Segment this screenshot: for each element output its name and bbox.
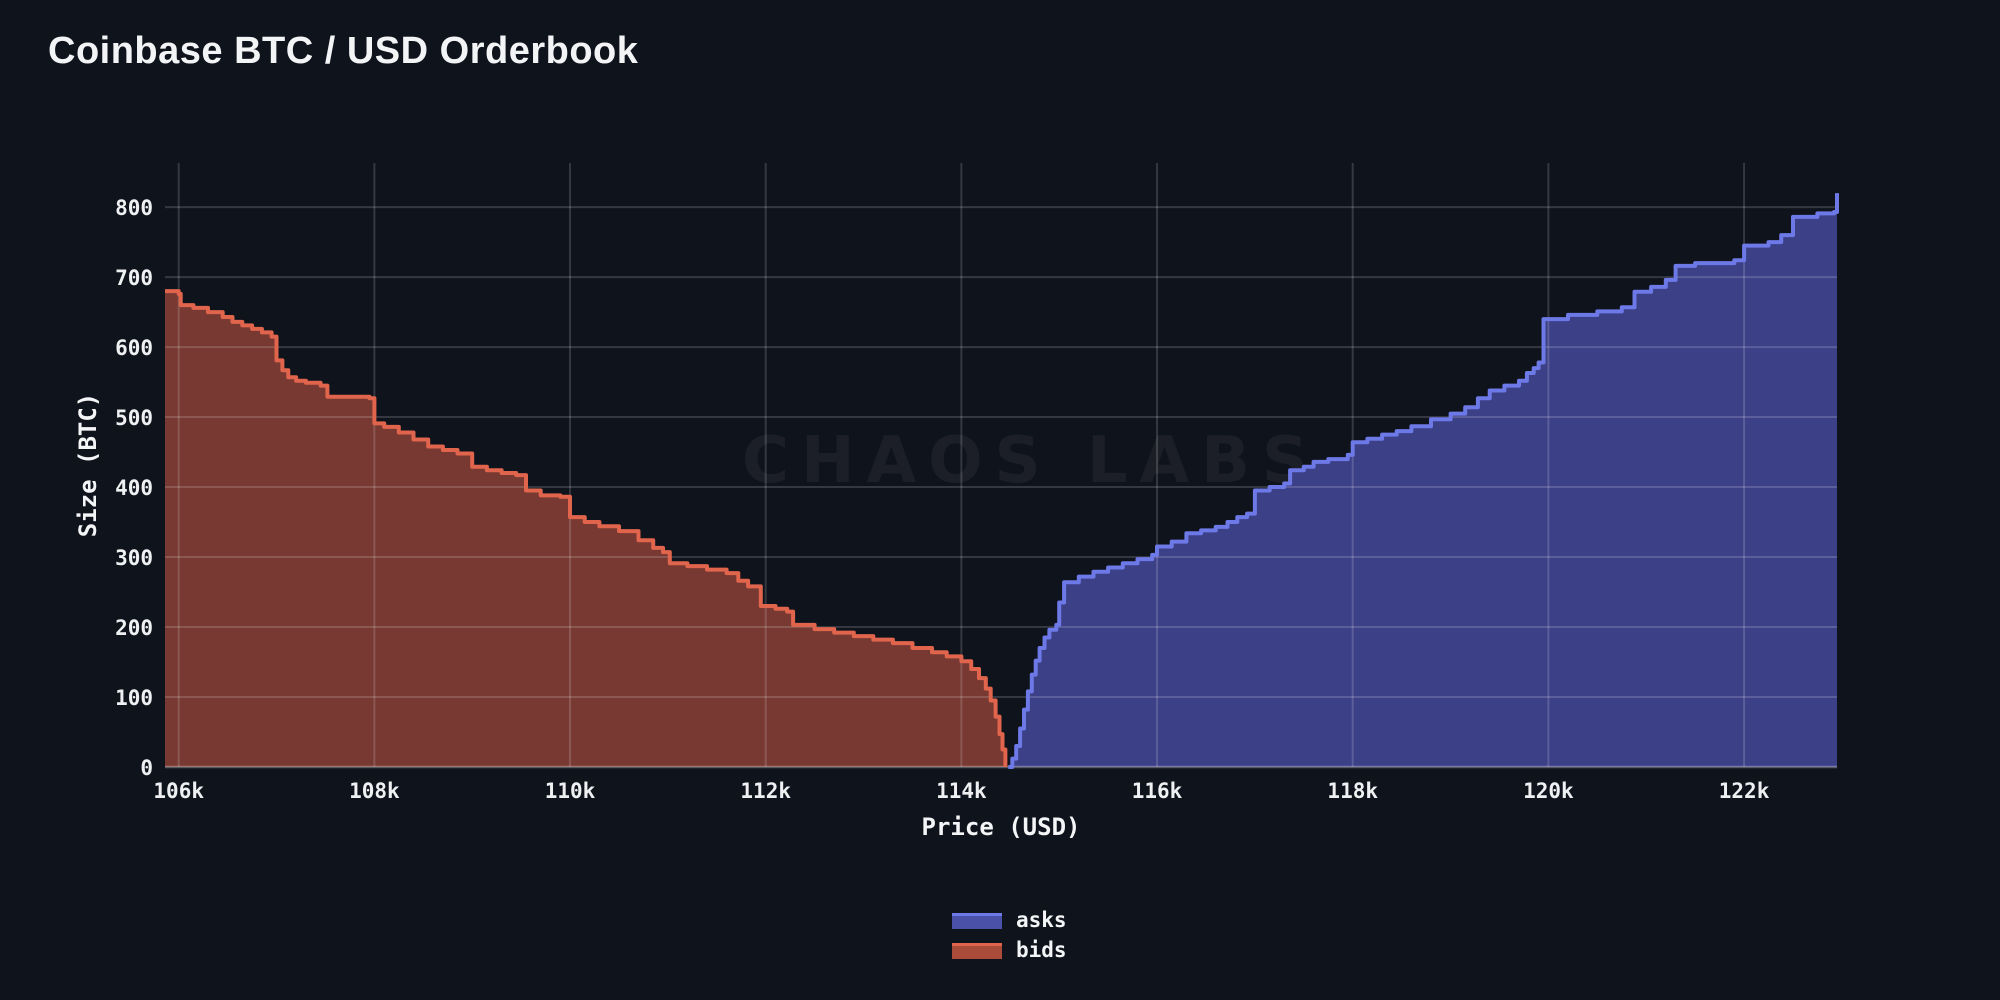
x-tick-label: 122k [1719, 779, 1770, 803]
y-tick-label: 500 [115, 406, 153, 430]
bids-line [165, 289, 1008, 767]
legend-item-asks[interactable]: asks [952, 910, 1067, 931]
bids-legend-label: bids [1016, 938, 1067, 962]
legend: asks bids [952, 910, 1067, 961]
page-title: Coinbase BTC / USD Orderbook [48, 30, 639, 72]
asks-line [1008, 193, 1839, 769]
y-tick-label: 0 [140, 756, 153, 780]
y-tick-label: 300 [115, 546, 153, 570]
y-axis-title: Size (BTC) [74, 392, 102, 538]
bids-swatch-icon [952, 942, 1002, 959]
y-tick-label: 100 [115, 686, 153, 710]
x-tick-label: 112k [740, 779, 791, 803]
x-axis-title: Price (USD) [921, 813, 1081, 841]
y-tick-label: 800 [115, 196, 153, 220]
x-tick-label: 108k [349, 779, 400, 803]
bids-area[interactable] [165, 291, 1006, 767]
asks-area[interactable] [1008, 193, 1837, 768]
y-tick-label: 700 [115, 266, 153, 290]
x-tick-label: 110k [545, 779, 596, 803]
asks-swatch-icon [952, 912, 1002, 929]
y-tick-label: 400 [115, 476, 153, 500]
legend-item-bids[interactable]: bids [952, 940, 1067, 961]
x-tick-label: 116k [1132, 779, 1183, 803]
x-tick-label: 106k [153, 779, 204, 803]
x-tick-label: 114k [936, 779, 987, 803]
y-tick-label: 600 [115, 336, 153, 360]
asks-legend-label: asks [1016, 908, 1067, 932]
x-tick-label: 120k [1523, 779, 1574, 803]
y-tick-label: 200 [115, 616, 153, 640]
x-tick-label: 118k [1327, 779, 1378, 803]
